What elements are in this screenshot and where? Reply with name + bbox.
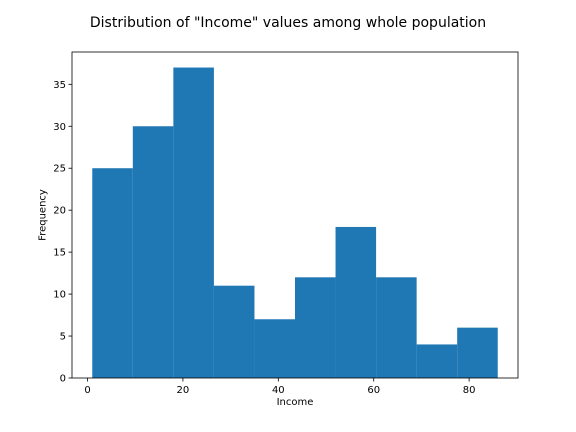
x-tick-label: 80 [463,385,476,396]
y-axis-label: Frequency [38,189,49,241]
histogram-bar [457,328,498,378]
y-tick-label: 0 [60,374,66,385]
y-tick-label: 20 [53,206,66,217]
y-tick-label: 5 [60,332,66,343]
x-tick-label: 0 [84,385,90,396]
histogram-bar [214,286,255,378]
x-axis-label: Income [72,397,518,408]
histogram-bar [92,168,133,378]
y-tick-label: 15 [53,248,66,259]
y-tick-label: 30 [53,122,66,133]
y-tick-label: 35 [53,80,66,91]
x-tick-label: 20 [177,385,190,396]
histogram-bar [376,277,417,378]
x-tick-label: 60 [367,385,380,396]
x-tick-label: 40 [272,385,285,396]
histogram-bar [254,319,295,378]
y-tick-label: 10 [53,290,66,301]
histogram-bar [173,68,214,378]
y-tick-label: 25 [53,164,66,175]
histogram-bar [133,126,174,378]
histogram-bar [295,277,336,378]
histogram-bar [336,227,377,378]
histogram-bar [417,344,458,378]
